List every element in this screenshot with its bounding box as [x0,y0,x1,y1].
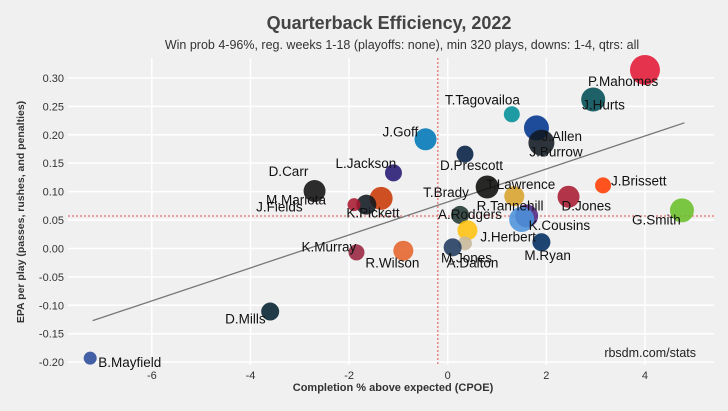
data-point-d-mills [261,302,280,321]
data-point-t-brady [475,175,499,199]
point-label-r-tannehill: R.Tannehill [477,198,544,213]
point-label-j-hurts: J.Hurts [582,98,625,113]
reference-lines [68,58,714,365]
point-label-a-dalton: A.Dalton [447,255,499,270]
data-point-d-prescott [456,145,474,163]
plot-area [68,58,714,365]
point-label-k-murray: K.Murray [301,239,356,254]
data-point-j-brissett [595,177,612,194]
data-points [83,54,694,365]
point-label-p-mahomes: P.Mahomes [588,74,659,89]
y-tick-label: -0.20 [39,357,64,369]
data-point-b-mayfield [83,351,97,365]
y-tick-label: 0.00 [43,243,64,255]
chart-title: Quarterback Efficiency, 2022 [267,13,512,33]
trend-line [92,122,685,322]
point-label-a-rodgers: A.Rodgers [438,207,502,222]
data-point-j-goff [414,128,437,151]
y-tick-label: 0.20 [43,130,64,142]
x-tick-label: -4 [246,370,256,382]
data-point-g-smith [669,198,694,223]
y-tick-label: 0.15 [43,158,64,170]
y-tick-label: -0.15 [39,329,64,341]
x-tick-label: 2 [543,370,549,382]
data-point-m-mariota [347,198,361,212]
point-label-m-ryan: M.Ryan [524,248,571,263]
point-labels: P.Mahomes J.Hurts T.Tagovailoa J.Allen J.Gof… [98,74,681,370]
point-label-j-brissett: J.Brissett [611,173,667,188]
y-tick-label: 0.10 [43,187,64,199]
data-point-j-herbert [457,220,478,241]
x-axis-label: Completion % above expected (CPOE) [293,382,494,394]
grid-lines [68,58,714,365]
point-label-j-fields: J.Fields [256,199,303,214]
data-point-d-jones [557,185,580,208]
data-point-j-hurts [581,87,606,112]
data-point-t-lawrence [504,186,525,207]
point-label-m-mariota: M.Mariota [266,193,327,208]
point-label-j-goff: J.Goff [383,124,419,139]
point-label-d-jones: D.Jones [562,199,612,214]
chart-subtitle: Win prob 4-96%, reg. weeks 1-18 (playoff… [165,38,639,52]
watermark: rbsdm.com/stats [604,346,696,360]
y-tick-label: -0.05 [39,272,64,284]
axis-ticks: -6 -4 -2 0 2 4 -0.20 -0.15 -0.10 -0.05 0.00 0.05 0.1… [39,73,648,382]
x-tick-label: 4 [642,370,648,382]
data-point-r-wilson [393,240,414,261]
point-label-t-tagovailoa: T.Tagovailoa [445,92,521,107]
data-point-m-ryan [532,233,551,252]
data-point-k-murray [348,244,365,261]
point-label-t-brady: T.Brady [423,185,469,200]
data-point-a-rodgers [451,205,470,224]
point-label-d-prescott: D.Prescott [440,158,503,173]
point-label-k-cousins: K.Cousins [529,218,591,233]
point-label-m-jones: M.Jones [441,250,492,265]
point-label-t-lawrence: T.Lawrence [486,177,555,192]
data-point-a-dalton [443,238,462,257]
data-point-d-carr [303,180,326,203]
y-tick-label: 0.05 [43,215,64,227]
point-label-l-jackson: L.Jackson [335,156,396,171]
data-point-j-burrow [528,129,555,156]
x-tick-label: -6 [147,370,157,382]
point-label-d-mills: D.Mills [225,312,266,327]
data-point-t-tagovailoa [503,106,520,123]
point-label-k-pickett: K.Pickett [346,206,400,221]
y-axis-label: EPA per play (passes, rushes, and penalt… [15,101,27,323]
data-point-r-tannehill [509,206,535,232]
y-tick-label: 0.25 [43,101,64,113]
point-label-r-wilson: R.Wilson [365,256,419,271]
point-label-b-mayfield: B.Mayfield [98,355,161,370]
point-label-g-smith: G.Smith [632,212,681,227]
point-label-d-carr: D.Carr [269,164,309,179]
y-tick-label: -0.10 [39,300,64,312]
x-tick-label: 0 [445,370,451,382]
point-label-j-allen: J.Allen [541,129,582,144]
point-label-j-burrow: J.Burrow [529,145,583,160]
x-tick-label: -2 [344,370,354,382]
y-tick-label: 0.30 [43,73,64,85]
data-point-k-pickett [356,194,377,215]
point-label-j-herbert: J.Herbert [480,229,536,244]
data-point-l-jackson [384,164,402,182]
data-point-p-mahomes [629,54,660,85]
